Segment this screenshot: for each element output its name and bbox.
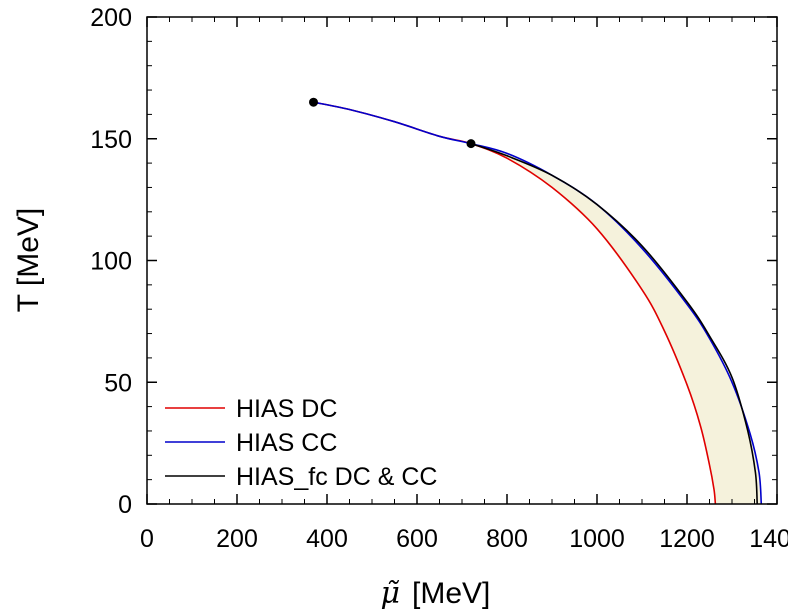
x-axis-symbol: μ̃ <box>381 576 401 611</box>
shaded-region <box>471 143 762 504</box>
legend-label: HIAS_fc DC & CC <box>236 463 437 491</box>
y-tick-label: 50 <box>104 369 132 397</box>
y-tick-label: 150 <box>90 126 132 154</box>
x-tick-label: 1200 <box>659 525 715 553</box>
x-tick-label: 1000 <box>569 525 625 553</box>
x-tick-label: 0 <box>140 525 154 553</box>
series-line-hias-cc <box>313 101 763 505</box>
critical-point-marker <box>309 97 318 107</box>
series-layer <box>313 101 763 505</box>
x-tick-label: 800 <box>486 525 528 553</box>
shaded-region-layer <box>471 143 762 504</box>
series-line-hias-fc <box>470 142 758 505</box>
markers-layer <box>309 97 476 149</box>
critical-point-marker <box>466 139 476 149</box>
legend-label: HIAS CC <box>236 429 337 457</box>
x-tick-label: 200 <box>216 525 258 553</box>
legend: HIAS DC HIAS CC HIAS_fc DC & CC <box>165 395 437 491</box>
y-tick-label: 200 <box>90 4 132 32</box>
x-axis-unit: [MeV] <box>412 577 490 610</box>
y-axis-label: T [MeV] <box>12 208 45 312</box>
x-axis-label: μ̃ [MeV] <box>381 576 491 611</box>
x-tick-label: 600 <box>396 525 438 553</box>
legend-label: HIAS DC <box>236 395 337 423</box>
ticks-layer <box>146 16 778 505</box>
plot-frame <box>146 16 778 505</box>
y-tick-label: 100 <box>90 248 132 276</box>
x-tick-label: 400 <box>306 525 348 553</box>
y-tick-label: 0 <box>118 491 132 519</box>
